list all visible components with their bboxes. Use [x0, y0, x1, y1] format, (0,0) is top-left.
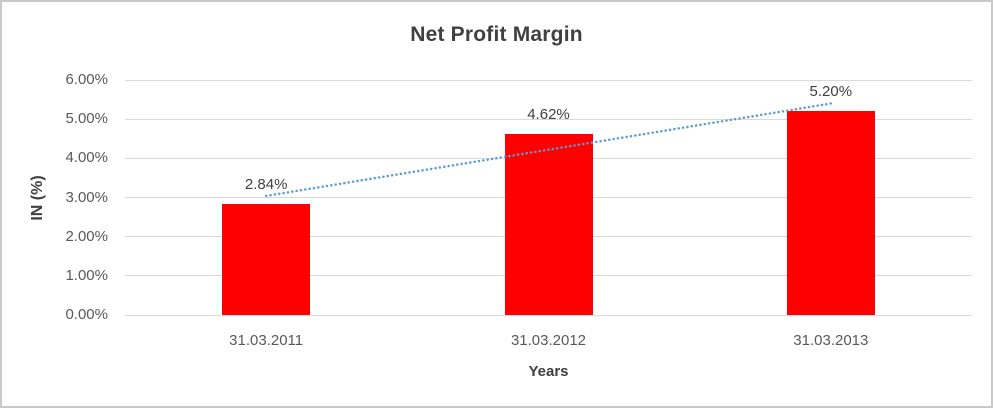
x-axis-category-label: 31.03.2012 [510, 332, 587, 349]
bar-data-label: 5.20% [809, 83, 853, 101]
y-axis-tick-label: 2.00% [65, 227, 108, 245]
x-axis-category-label: 31.03.2011 [229, 332, 304, 349]
x-axis-category-label: 31.03.2013 [793, 332, 869, 349]
bar-data-label: 4.62% [527, 106, 570, 124]
y-axis-tick-label: 6.00% [65, 71, 108, 88]
y-axis-tick-label: 1.00% [65, 266, 108, 284]
y-axis-tick-label: 4.00% [65, 149, 108, 167]
bar-31.03.2013 [786, 111, 875, 315]
y-axis-tick-label: 5.00% [65, 110, 108, 128]
bar-data-label: 2.84% [244, 175, 288, 193]
chart-title: Net Profit Margin [410, 23, 583, 46]
x-axis-title: Years [528, 363, 569, 380]
gridline [125, 79, 972, 81]
bar-31.03.2011 [222, 203, 311, 315]
y-axis-tick-label: 3.00% [65, 188, 108, 206]
y-axis-tick-label: 0.00% [65, 306, 108, 323]
bar-31.03.2012 [504, 134, 593, 315]
gridline [125, 314, 972, 316]
